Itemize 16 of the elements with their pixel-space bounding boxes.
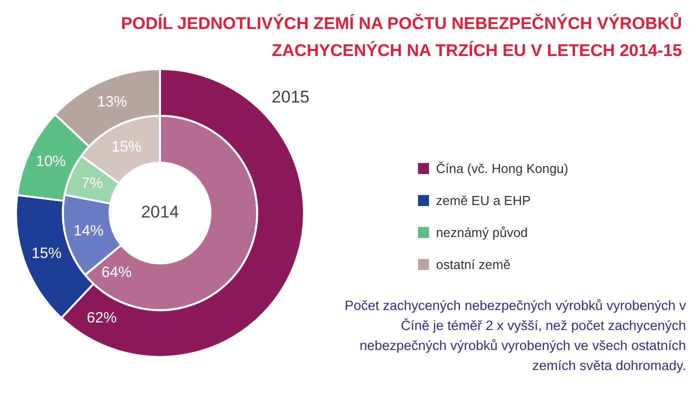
- text: Počet zachycených nebezpečných výrobků vyrobených v Číně je téměř 2 x vyšší, než počet zachycených nebezpečných výrobků vyrobených ve všech ostatních zemích světa dohromady.: [344, 297, 686, 375]
- legend-label: země EU a EHP: [436, 192, 531, 208]
- data-label: 14%: [74, 222, 104, 240]
- legend-label: ostatní země: [436, 256, 510, 272]
- data-label: 62%: [86, 310, 117, 327]
- data-label: 13%: [97, 93, 128, 110]
- data-label: 10%: [36, 152, 66, 170]
- chart-title: PODÍL JEDNOTLIVÝCH ZEMÍ NA POČTU NEBEZPEČNÝCH VÝROBKŮ ZACHYCENÝCH NA TRZÍCH EU V LETECH 2014-15: [120, 12, 682, 62]
- slice-label: 2015: [272, 87, 310, 106]
- data-label: 7%: [81, 174, 104, 192]
- data-label: 64%: [102, 264, 132, 281]
- legend-label: Čína (vč. Hong Kongu): [436, 160, 568, 176]
- slice-label: 2014: [141, 202, 179, 222]
- data-label: 15%: [32, 244, 62, 262]
- legend-label: neznámý původ: [436, 224, 528, 240]
- data-label: 15%: [111, 138, 142, 156]
